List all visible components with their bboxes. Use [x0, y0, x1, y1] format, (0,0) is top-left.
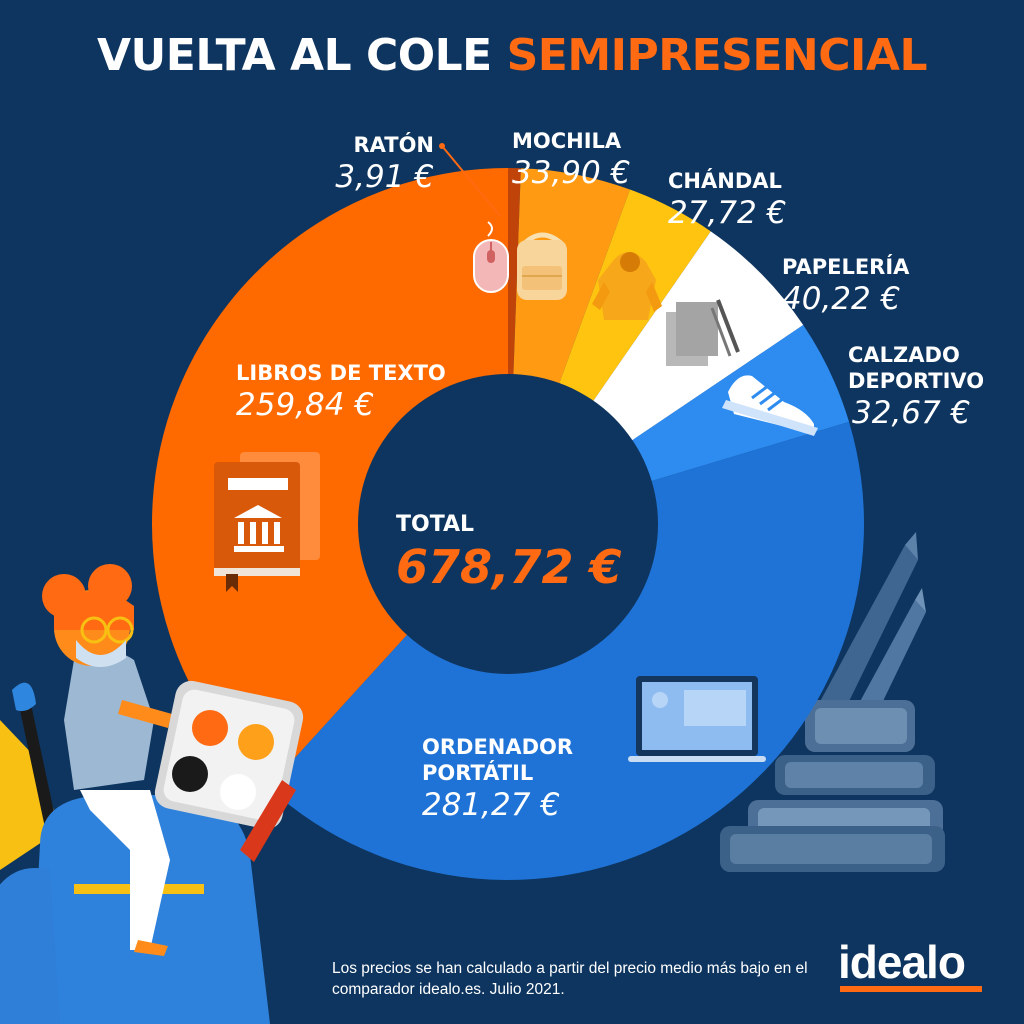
idealo-logo: idealo: [838, 936, 966, 988]
sneaker-icon: [722, 375, 818, 436]
book-icon: [214, 452, 320, 592]
mouse-icon: [473, 221, 509, 293]
label-calzado-name: CALZADO DEPORTIVO: [848, 343, 985, 393]
label-raton-name: RATÓN: [353, 133, 434, 157]
label-papeleria-name: PAPELERÍA: [782, 255, 910, 279]
donut-hole: [358, 374, 658, 674]
label-ordenador-value: 281,27 €: [422, 787, 561, 823]
stationery-icon: [666, 299, 740, 366]
label-chandal: CHÁNDAL 27,72 €: [668, 168, 786, 232]
label-calzado: CALZADO DEPORTIVO 32,67 €: [848, 342, 984, 432]
footnote: Los precios se han calculado a partir de…: [332, 960, 808, 998]
books-stack-illustration: [720, 532, 945, 872]
raton-leader-line: [441, 145, 501, 217]
student-illustration: [0, 564, 304, 1024]
label-calzado-value: 32,67 €: [852, 395, 971, 431]
hoodie-icon: [592, 252, 662, 320]
label-chandal-name: CHÁNDAL: [668, 169, 782, 193]
label-ordenador: ORDENADOR PORTÁTIL 281,27 €: [422, 734, 573, 824]
label-libros: LIBROS DE TEXTO 259,84 €: [236, 360, 446, 424]
label-raton-value: 3,91 €: [335, 159, 434, 195]
backpack-icon: [517, 232, 567, 300]
label-raton: RATÓN 3,91 €: [322, 132, 434, 196]
total-label: TOTAL: [396, 512, 475, 537]
laptop-icon: [628, 676, 766, 762]
slice-libros-de-texto: [151, 168, 508, 788]
total-value: 678,72 €: [396, 540, 622, 594]
label-mochila-name: MOCHILA: [512, 129, 622, 153]
label-mochila-value: 33,90 €: [512, 155, 631, 191]
label-libros-value: 259,84 €: [236, 387, 375, 423]
label-ordenador-name: ORDENADOR PORTÁTIL: [422, 735, 574, 785]
title-accent: SEMIPRESENCIAL: [506, 30, 928, 81]
label-libros-name: LIBROS DE TEXTO: [236, 361, 446, 385]
page-title: VUELTA AL COLE SEMIPRESENCIAL: [0, 30, 1024, 81]
title-main: VUELTA AL COLE: [96, 30, 492, 81]
label-mochila: MOCHILA 33,90 €: [512, 128, 630, 192]
label-chandal-value: 27,72 €: [668, 195, 787, 231]
label-papeleria: PAPELERÍA 40,22 €: [782, 254, 909, 318]
label-papeleria-value: 40,22 €: [782, 281, 901, 317]
raton-leader-dot: [439, 143, 445, 149]
idealo-logo-underline: [840, 986, 982, 992]
